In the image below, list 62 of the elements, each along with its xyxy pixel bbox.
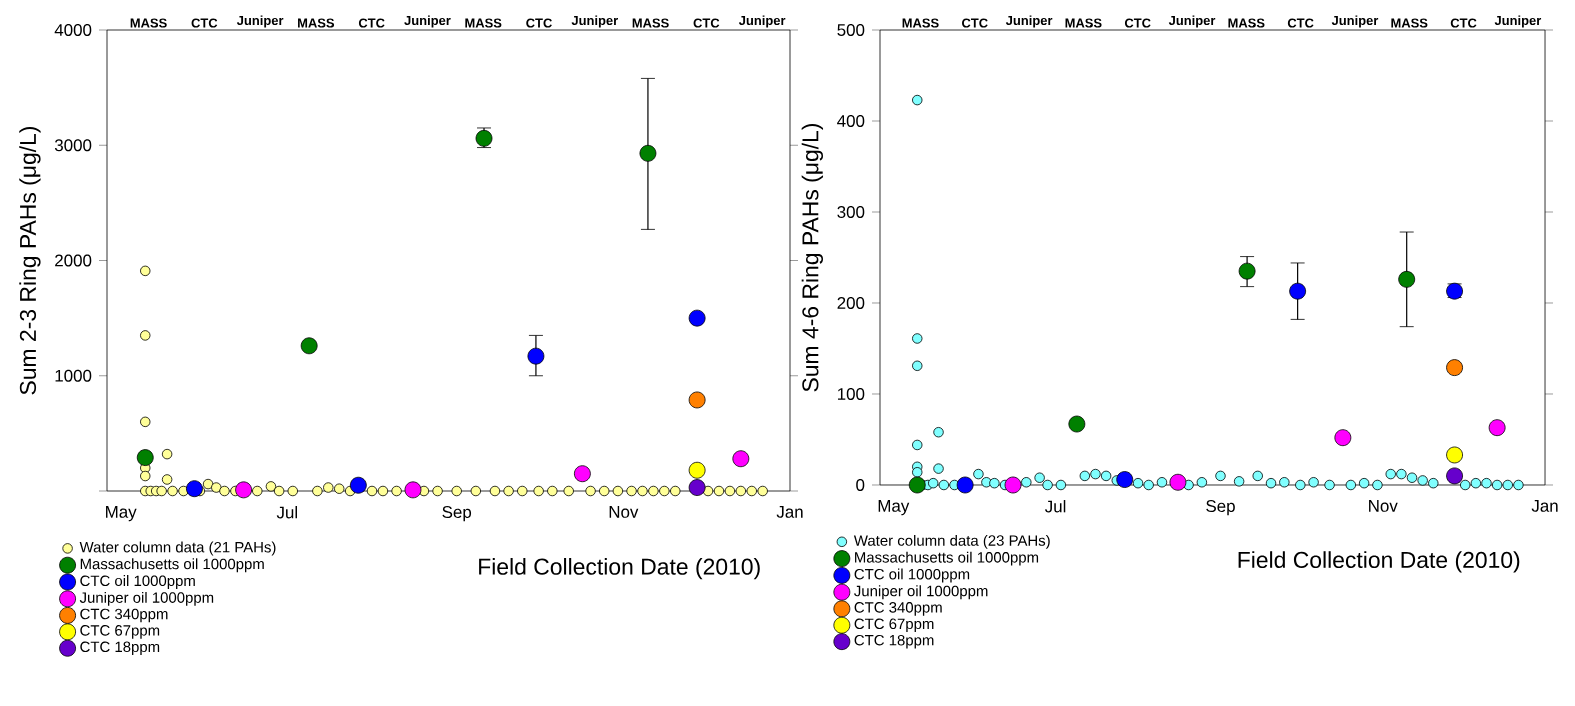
text: MASS [1391, 18, 1428, 28]
text: CTC [1124, 18, 1151, 28]
y-tick-label: 1000 [55, 369, 92, 382]
y-axis-title: Sum 4-6 Ring PAHs (μg/L) [801, 123, 824, 392]
legend-label: CTC 18ppm [854, 634, 934, 649]
legend-label: Water column data (23 PAHs) [853, 534, 1050, 549]
text: Juniper [1168, 15, 1216, 28]
legend-label: CTC 18ppm [80, 641, 160, 656]
legend-label: CTC 67ppm [80, 625, 160, 639]
x-tick-label: Jul [1045, 500, 1066, 513]
text: MASS [902, 18, 939, 28]
legend-label: CTC 67ppm [854, 618, 934, 633]
y-tick-label: 100 [837, 388, 865, 400]
legend-label: CTC 340ppm [80, 608, 168, 623]
text: Juniper [404, 15, 451, 28]
legend-label: Juniper oil 1000ppm [79, 591, 214, 606]
y-tick-label: 200 [837, 297, 865, 309]
x-tick-label: Sep [442, 506, 472, 522]
text: Juniper [1005, 15, 1053, 28]
text: MASS [298, 18, 335, 28]
legend-label: Massachusetts oil 1000ppm [80, 558, 264, 573]
legend-label: Water column data (21 PAHs) [79, 541, 276, 556]
x-tick-label: Nov [1369, 500, 1398, 512]
text: CTC [962, 18, 988, 28]
text: MASS [1065, 18, 1102, 28]
y-tick-label: 400 [837, 115, 865, 127]
y-tick-label: 2000 [55, 254, 92, 267]
text: CTC [191, 18, 218, 28]
y-tick-label: 3000 [54, 139, 92, 152]
x-axis-title: Field Collection Date (2010) [479, 557, 760, 580]
text: CTC [693, 18, 720, 28]
x-tick-label: Sep [1206, 500, 1235, 516]
legend-label: CTC oil 1000ppm [854, 568, 970, 583]
legend-label: Massachusetts oil 1000ppm [855, 551, 1039, 566]
text: Juniper [1331, 15, 1379, 28]
text: CTC [358, 18, 385, 28]
x-tick-label: Nov [609, 506, 639, 518]
y-axis-title: Sum 2-3 Ring PAHs (μg/L) [19, 126, 41, 395]
legend-label: Juniper oil 1000ppm [854, 585, 988, 600]
y-tick-label: 300 [837, 206, 865, 218]
text: MASS [1228, 18, 1265, 28]
text: MASS [130, 18, 167, 28]
text: Juniper [1494, 15, 1542, 28]
text: MASS [465, 18, 502, 28]
text: CTC [526, 18, 552, 28]
text: CTC [1287, 18, 1314, 28]
x-tick-label: Jan [1531, 500, 1558, 512]
text: Juniper [738, 15, 786, 28]
x-tick-label: Jan [776, 506, 803, 518]
text: Juniper [236, 15, 284, 28]
legend-label: CTC 340ppm [854, 602, 942, 616]
x-axis-title: Field Collection Date (2010) [1238, 551, 1520, 573]
text: CTC [1450, 18, 1477, 28]
y-tick-label: 500 [837, 24, 865, 36]
text: Juniper [571, 15, 618, 28]
text: MASS [632, 18, 669, 28]
x-tick-label: May [878, 500, 910, 516]
y-tick-label: 0 [856, 479, 865, 491]
y-tick-label: 4000 [54, 24, 92, 36]
legend-label: CTC oil 1000ppm [80, 575, 195, 590]
x-tick-label: Jul [276, 506, 297, 519]
x-tick-label: May [106, 506, 137, 522]
